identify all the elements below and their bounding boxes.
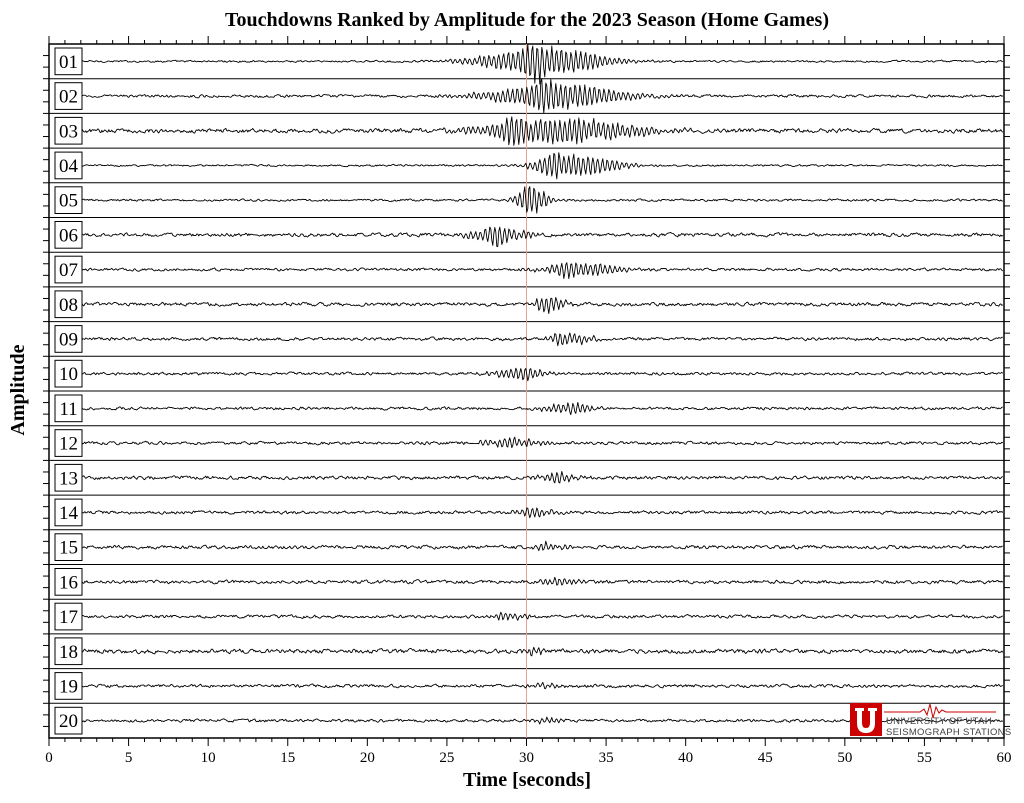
- trace-label-box: [54, 325, 83, 353]
- trace-label: 05: [59, 191, 78, 212]
- trace-label: 04: [59, 156, 79, 177]
- x-tick-label: 10: [201, 750, 216, 766]
- seismic-trace-08: [80, 297, 1004, 315]
- trace-label: 02: [59, 87, 78, 108]
- trace-label: 01: [59, 52, 78, 73]
- trace-label: 14: [59, 503, 79, 524]
- trace-label-box: [54, 221, 83, 249]
- seismic-trace-09: [80, 332, 1003, 347]
- trace-label: 18: [59, 642, 78, 663]
- x-tick-label: 15: [280, 750, 295, 766]
- x-tick-label: 20: [360, 750, 375, 766]
- logo-u-letter: [855, 708, 877, 733]
- trace-label: 03: [59, 121, 78, 142]
- trace-label: 09: [59, 329, 78, 350]
- seismic-trace-18: [80, 646, 1004, 657]
- x-tick-label: 40: [678, 750, 693, 766]
- trace-label-box: [54, 463, 83, 492]
- logo-line-2: SEISMOGRAPH STATIONS: [886, 727, 1011, 738]
- trace-label: 20: [59, 711, 78, 732]
- x-tick-label: 30: [519, 750, 534, 766]
- trace-label: 15: [59, 538, 78, 559]
- x-tick-label: 45: [758, 750, 773, 766]
- trace-label-box: [54, 186, 83, 215]
- trace-label: 16: [59, 572, 78, 593]
- trace-label-box: [54, 290, 83, 319]
- seismic-trace-06: [80, 226, 1004, 247]
- trace-label-box: [54, 47, 83, 76]
- seismic-trace-17: [80, 611, 1003, 621]
- trace-label: 17: [59, 607, 78, 628]
- seismic-trace-20: [80, 716, 1004, 725]
- seismic-trace-04: [80, 152, 1003, 180]
- trace-label-box: [54, 82, 83, 110]
- x-tick-label: 5: [125, 750, 133, 766]
- logo-line-1: UNIVERSITY OF UTAH: [886, 716, 992, 727]
- logo-seismogram-mark: [884, 703, 996, 719]
- seismic-trace-19: [80, 681, 1003, 690]
- seismic-trace-01: [80, 43, 1004, 85]
- trace-label: 07: [59, 260, 78, 281]
- x-tick-label: 25: [439, 750, 454, 766]
- trace-label-box: [54, 394, 83, 423]
- seismic-trace-11: [80, 401, 1003, 416]
- trace-label: 13: [59, 468, 78, 489]
- trace-label: 19: [59, 676, 78, 697]
- seismic-trace-15: [80, 540, 1003, 552]
- trace-label-box: [54, 255, 83, 284]
- trace-label-box: [54, 359, 83, 388]
- x-tick-label: 0: [45, 750, 53, 766]
- seismic-trace-13: [80, 471, 1003, 484]
- seismic-trace-03: [80, 116, 1004, 146]
- trace-label-box: [54, 151, 83, 180]
- trace-label-box: [54, 672, 83, 700]
- seismic-trace-05: [80, 186, 1004, 214]
- trace-label-box: [54, 116, 83, 145]
- seismic-trace-12: [80, 436, 1004, 449]
- seismic-trace-07: [80, 262, 1004, 280]
- trace-label: 08: [59, 295, 78, 316]
- trace-label-box: [54, 429, 83, 457]
- trace-label: 06: [59, 225, 78, 246]
- x-tick-label: 60: [997, 750, 1012, 766]
- x-tick-label: 55: [917, 750, 932, 766]
- plot-area: 0 5 10 15 20 25 30 35 40 45 50 55 600102030405060708…: [43, 36, 1012, 766]
- seismic-trace-10: [80, 367, 1004, 382]
- x-tick-label: 50: [837, 750, 852, 766]
- seismic-trace-02: [80, 78, 1004, 114]
- trace-label-box: [54, 533, 83, 561]
- x-axis-label: Time [seconds]: [463, 769, 591, 791]
- university-logo: UNIVERSITY OF UTAH SEISMOGRAPH STATIONS: [850, 703, 1011, 738]
- chart-title: Touchdowns Ranked by Amplitude for the 2…: [225, 9, 829, 31]
- x-tick-label: 35: [599, 750, 614, 766]
- y-axis-label: Amplitude: [7, 344, 29, 435]
- trace-label-box: [54, 706, 83, 735]
- trace-label: 12: [59, 434, 78, 455]
- trace-label-box: [54, 498, 83, 527]
- trace-label: 10: [59, 364, 78, 385]
- trace-label: 11: [59, 399, 77, 420]
- trace-label-box: [54, 568, 83, 596]
- trace-label-box: [54, 637, 83, 666]
- trace-label-box: [54, 602, 83, 631]
- seismic-trace-16: [80, 576, 1004, 586]
- seismic-trace-14: [80, 507, 1004, 519]
